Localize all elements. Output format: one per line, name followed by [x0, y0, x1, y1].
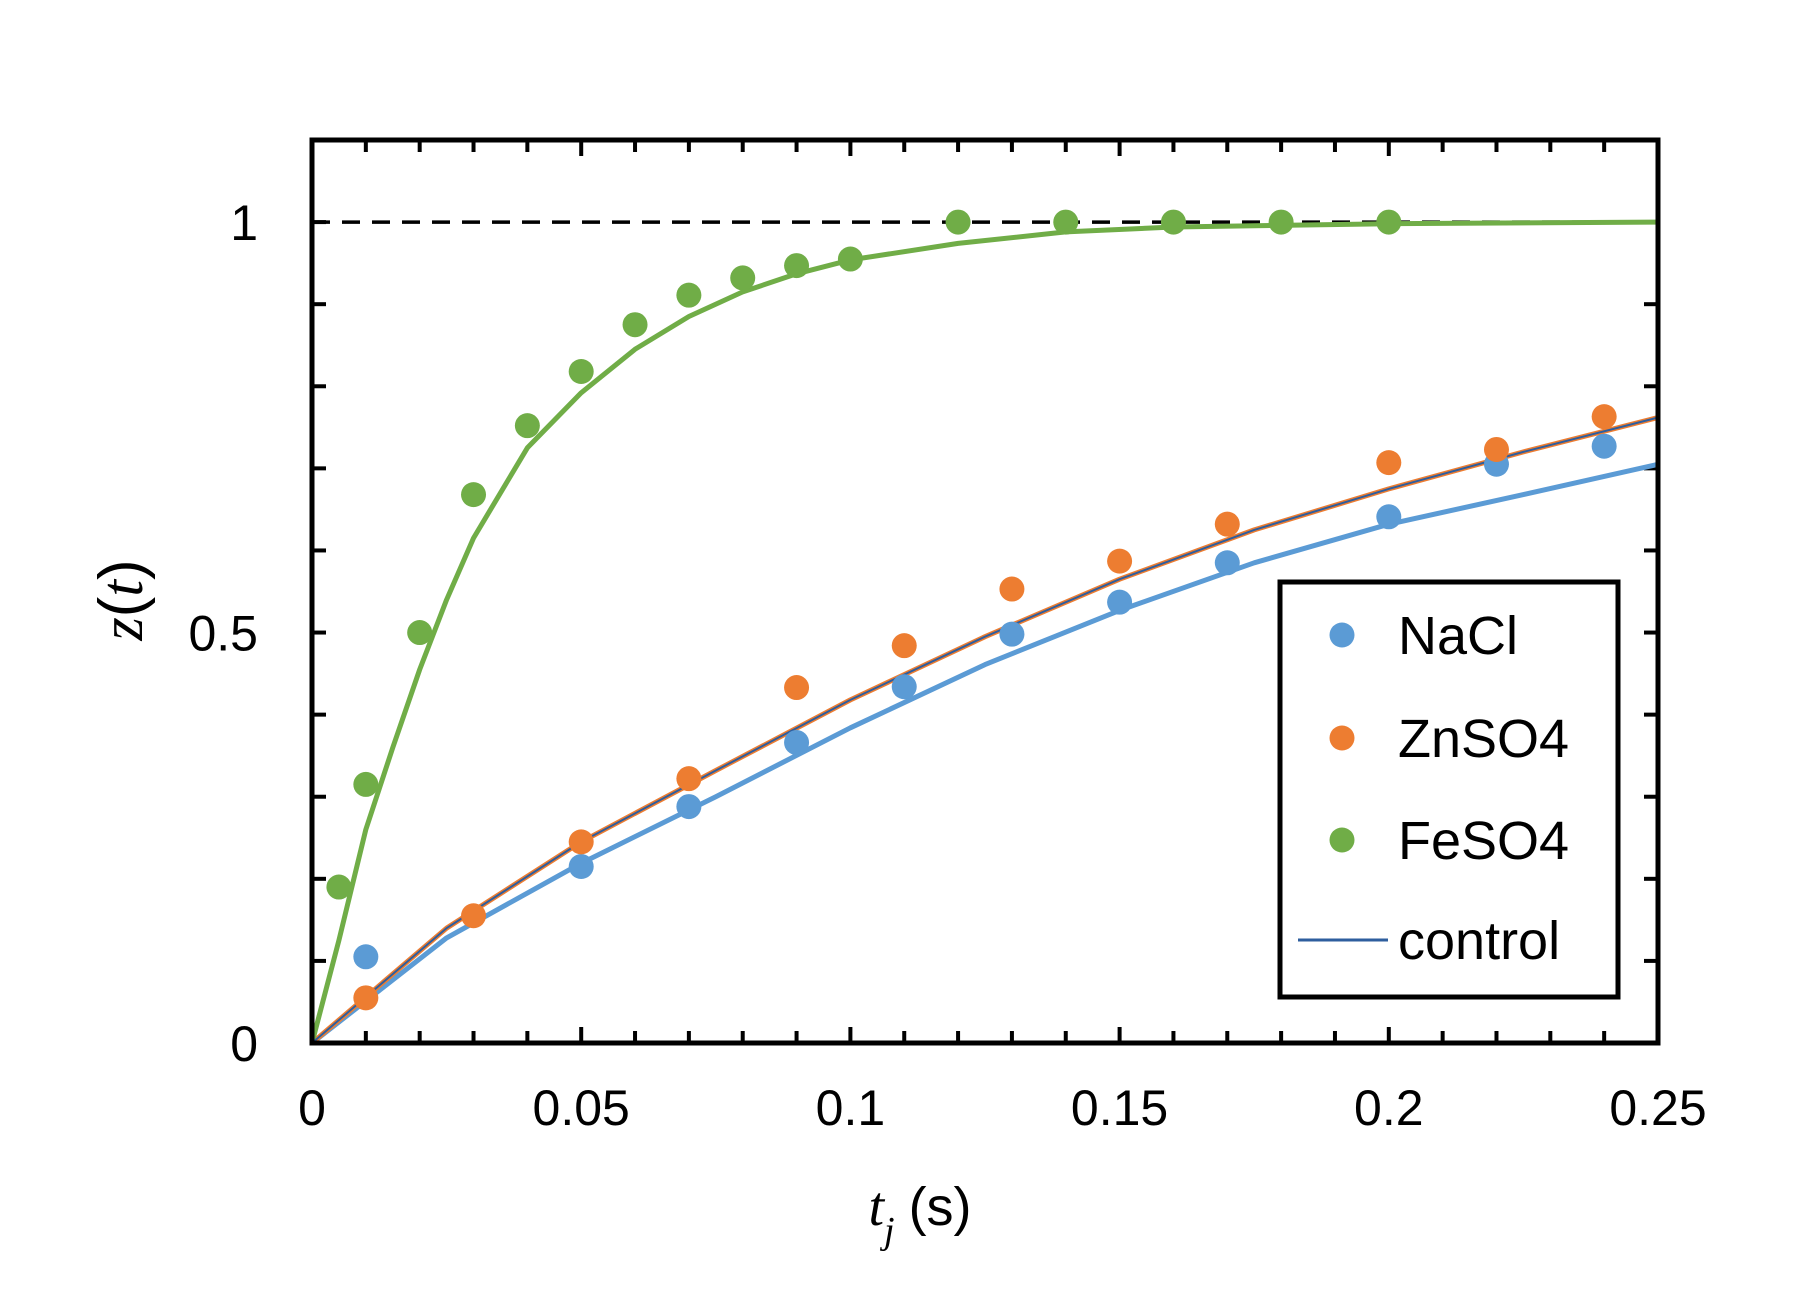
data-point-feso4 [676, 282, 702, 308]
data-point-znso4 [461, 903, 487, 929]
data-point-feso4 [407, 620, 433, 646]
legend-marker-nacl [1329, 622, 1355, 648]
data-point-nacl [1591, 433, 1617, 459]
x-tick-label: 0.05 [533, 1080, 630, 1136]
y-tick-label: 0.5 [188, 606, 258, 662]
data-point-feso4 [1376, 209, 1402, 235]
data-point-znso4 [1483, 436, 1509, 462]
legend-entries: NaCl ZnSO4 FeSO4 control [1298, 606, 1569, 971]
data-point-feso4 [837, 246, 863, 272]
data-point-nacl [676, 794, 702, 820]
data-point-feso4 [514, 413, 540, 439]
legend-label-control: control [1398, 911, 1560, 971]
data-point-feso4 [353, 771, 379, 797]
data-point-nacl [1214, 550, 1240, 576]
x-axis-symbol: t [868, 1176, 885, 1238]
y-axis-symbol: z [89, 617, 155, 641]
data-point-nacl [999, 621, 1025, 647]
data-point-nacl [568, 854, 594, 880]
y-axis-label: z(t) [87, 559, 156, 641]
x-tick-label: 0.1 [816, 1080, 886, 1136]
data-point-znso4 [1591, 404, 1617, 430]
fit-line-control [311, 416, 1659, 1044]
data-point-nacl [1376, 504, 1402, 530]
legend-box [1277, 579, 1621, 1000]
data-point-feso4 [1160, 209, 1186, 235]
y-tick-label: 0 [230, 1016, 258, 1072]
data-point-feso4 [568, 358, 594, 384]
legend-marker-feso4 [1329, 827, 1355, 853]
x-tick-label: 0.15 [1071, 1080, 1168, 1136]
data-point-znso4 [568, 829, 594, 855]
x-tick-label: 0 [298, 1080, 326, 1136]
data-point-feso4 [461, 482, 487, 508]
x-tick-label: 0.2 [1354, 1080, 1424, 1136]
data-point-feso4 [784, 253, 810, 279]
legend-label-znso4: ZnSO4 [1398, 709, 1569, 769]
fit-line-nacl [309, 461, 1661, 1046]
legend-label-nacl: NaCl [1398, 606, 1518, 666]
y-tick-label: 1 [230, 195, 258, 251]
legend-marker-znso4 [1329, 725, 1355, 751]
legend: NaCl ZnSO4 FeSO4 control [1277, 579, 1621, 1000]
tick-labels: 0 0.05 0.1 0.15 0.2 0.25 0 0.5 1 [188, 195, 1706, 1136]
x-axis-unit: (s) [909, 1177, 972, 1237]
data-point-feso4 [622, 312, 648, 338]
data-point-feso4 [730, 265, 756, 291]
legend-label-feso4: FeSO4 [1398, 811, 1569, 871]
data-point-znso4 [1107, 548, 1133, 574]
data-point-znso4 [891, 633, 917, 659]
x-axis-label: tj (s) [868, 1176, 971, 1252]
x-tick-label: 0.25 [1609, 1080, 1706, 1136]
data-point-znso4 [676, 766, 702, 792]
data-point-feso4 [1268, 209, 1294, 235]
series-layer [309, 209, 1661, 1046]
y-axis-argument: t [89, 579, 155, 597]
data-point-feso4 [945, 209, 971, 235]
data-point-znso4 [1214, 511, 1240, 537]
data-point-znso4 [1376, 450, 1402, 476]
data-point-znso4 [784, 675, 810, 701]
data-point-nacl [1107, 589, 1133, 615]
data-point-nacl [784, 730, 810, 756]
data-point-nacl [353, 944, 379, 970]
data-point-znso4 [999, 576, 1025, 602]
data-point-znso4 [353, 985, 379, 1011]
data-point-nacl [891, 674, 917, 700]
data-point-feso4 [326, 874, 352, 900]
data-point-feso4 [1053, 209, 1079, 235]
plot-frame [309, 137, 1661, 1046]
